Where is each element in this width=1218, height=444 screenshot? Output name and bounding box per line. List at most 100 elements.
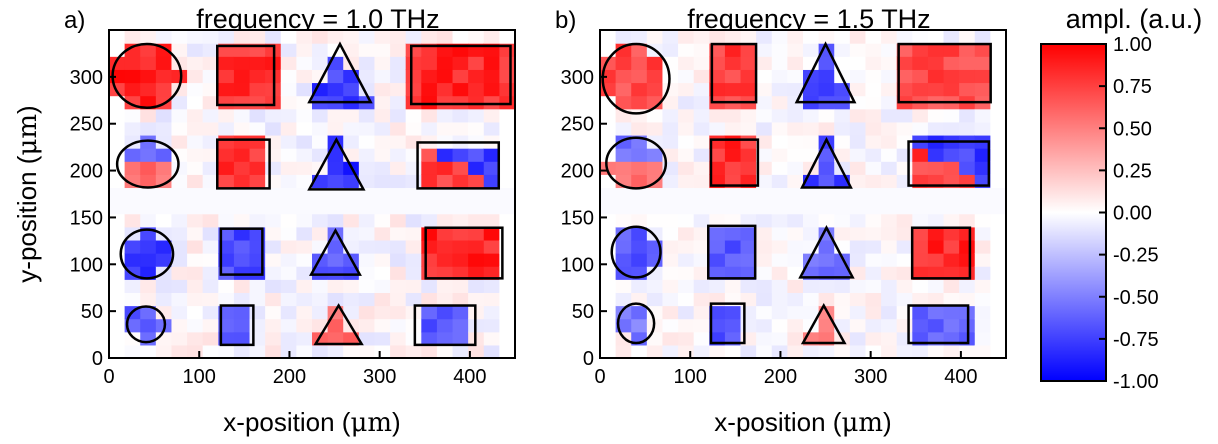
heatmap-cell	[662, 239, 679, 254]
heatmap-cell	[818, 253, 835, 267]
heatmap-cell	[787, 279, 804, 293]
rectangle-outline	[416, 141, 501, 190]
heatmap-cell	[865, 318, 882, 333]
heatmap-cell	[327, 344, 344, 358]
heatmap-cell	[896, 121, 913, 136]
heatmap-cell	[693, 292, 710, 307]
heatmap-cell	[818, 292, 835, 307]
triangle-outline	[307, 137, 366, 191]
heatmap-cell	[499, 279, 515, 293]
heatmap-cell	[312, 148, 329, 162]
heatmap-cell	[390, 43, 407, 57]
heatmap-cell	[678, 148, 695, 162]
rectangle-outline	[897, 42, 992, 104]
heatmap-cell	[646, 200, 664, 215]
heatmap-cell	[405, 226, 422, 241]
heatmap-cell	[756, 56, 773, 70]
heatmap-cell	[974, 318, 991, 333]
heatmap-cell	[646, 30, 664, 44]
heatmap-cell	[140, 318, 157, 333]
heatmap-cell	[421, 108, 438, 123]
colorbar-gradient	[1040, 43, 1107, 382]
heatmap-cell	[974, 200, 991, 215]
heatmap-cell	[436, 121, 454, 136]
heatmap-cell	[327, 30, 344, 44]
heatmap-cell	[499, 174, 515, 189]
heatmap-cell	[109, 305, 126, 320]
heatmap-cell	[468, 95, 485, 110]
heatmap-cell	[787, 148, 804, 162]
colorbar-tick-label: 0.75	[1113, 76, 1152, 98]
heatmap-cell	[693, 43, 710, 57]
heatmap-cell	[390, 344, 407, 358]
heatmap-cell	[124, 30, 141, 44]
heatmap-cell	[109, 82, 126, 97]
heatmap-cell	[483, 174, 500, 189]
heatmap-cell	[171, 148, 188, 162]
heatmap-cell	[990, 95, 1006, 110]
heatmap-cell	[187, 226, 204, 241]
heatmap-cell	[756, 108, 773, 123]
heatmap-cell	[803, 226, 820, 241]
heatmap-cell	[974, 161, 991, 175]
heatmap-cell	[834, 305, 851, 320]
heatmap-cell	[974, 331, 991, 346]
heatmap-cell	[296, 148, 313, 162]
heatmap-cell	[187, 148, 204, 162]
heatmap-cell	[881, 266, 898, 280]
heatmap-cell	[421, 200, 438, 215]
heatmap-cell	[600, 213, 617, 228]
heatmap-cell	[140, 95, 157, 110]
heatmap-cell	[265, 279, 282, 293]
heatmap-cell	[374, 161, 391, 175]
rectangle-outline	[216, 44, 276, 107]
heatmap-cell	[155, 213, 173, 228]
heatmap-cell	[187, 318, 204, 333]
heatmap-cell	[678, 331, 695, 346]
heatmap-cell	[405, 279, 422, 293]
heatmap-cell	[390, 174, 407, 189]
heatmap-cell	[693, 56, 710, 70]
heatmap-cell	[943, 148, 960, 162]
heatmap-cell	[631, 187, 648, 202]
heatmap-cell	[927, 108, 945, 123]
rectangle-outline	[907, 304, 970, 345]
heatmap-cell	[881, 82, 898, 97]
colorbar: ampl. (a.u.) 1.00 0.75 0.50 0.25 0.00 -0.25 -0…	[1040, 4, 1202, 393]
heatmap-cell	[280, 108, 297, 123]
heatmap-cell	[912, 253, 929, 267]
heatmap-cell	[709, 56, 726, 70]
heatmap-cell	[187, 121, 204, 136]
heatmap-cell	[943, 318, 960, 333]
heatmap-cell	[803, 108, 820, 123]
heatmap-cell	[740, 108, 757, 123]
heatmap-cell	[218, 239, 235, 254]
heatmap-cell	[499, 121, 515, 136]
heatmap-cell	[233, 226, 251, 241]
heatmap-cell	[771, 82, 788, 97]
heatmap-cell	[678, 134, 695, 149]
heatmap-cell	[787, 121, 804, 136]
heatmap-cell	[959, 56, 976, 70]
heatmap-cell	[678, 82, 695, 97]
heatmap-cell	[233, 69, 251, 84]
heatmap-cell	[358, 134, 376, 149]
heatmap-cell	[709, 108, 726, 123]
heatmap-cell	[724, 69, 742, 84]
heatmap-cell	[943, 279, 960, 293]
heatmap-cell	[771, 239, 788, 254]
heatmap-cell	[171, 213, 188, 228]
heatmap-cell	[265, 331, 282, 346]
heatmap-cell	[202, 82, 219, 97]
heatmap-cell	[499, 108, 515, 123]
heatmap-cell	[233, 305, 251, 320]
heatmap-cell	[436, 266, 454, 280]
x-axis-ticks-b: 0 100 200 300 400	[594, 351, 978, 388]
heatmap-cell	[202, 43, 219, 57]
heatmap-cell	[693, 266, 710, 280]
heatmap-cell	[109, 134, 126, 149]
heatmap-cell	[296, 69, 313, 84]
heatmap-cell	[405, 292, 422, 307]
heatmap-cell	[468, 187, 485, 202]
heatmap-cell	[436, 331, 454, 346]
